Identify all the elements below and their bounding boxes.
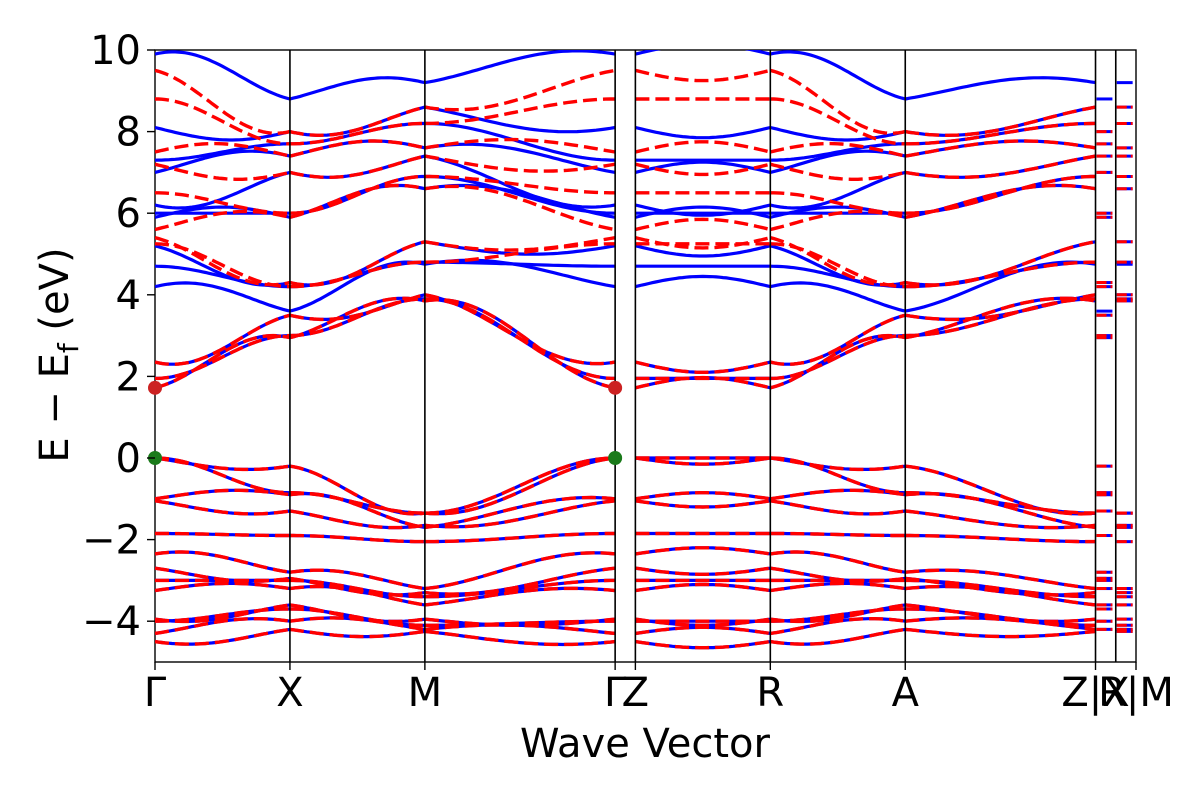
valence-band-down <box>155 627 1096 650</box>
plot-frame <box>154 49 1137 663</box>
y-tick-label: −4 <box>82 599 141 645</box>
conduction-band-up <box>155 50 1096 101</box>
y-tick-label: 0 <box>116 436 141 482</box>
x-axis-ticks: Γ X M ΓZ R A Z|XR|M <box>144 662 1174 716</box>
spin-down-bands <box>155 68 1133 650</box>
conduction-band-up <box>155 296 1096 390</box>
conduction-band-down-extra <box>155 242 1096 289</box>
x-tick-label: X <box>276 670 303 716</box>
vbm-marker <box>608 451 623 465</box>
valence-band-down <box>155 531 1096 544</box>
conduction-band-down-extra <box>155 236 1096 287</box>
valence-band-down <box>155 488 1096 530</box>
x-tick-label: M <box>408 670 443 716</box>
valence-band-down <box>155 499 1096 530</box>
x-tick-label: R|M <box>1098 670 1174 716</box>
valence-band-up <box>155 499 1096 530</box>
y-axis-label-subscript: f <box>52 342 85 353</box>
valence-band-down <box>155 607 1096 627</box>
conduction-band-down <box>155 296 1096 390</box>
x-tick-label: Z|X <box>1061 670 1129 716</box>
x-tick-label: A <box>892 670 920 716</box>
y-axis-label: E − Ef (eV) <box>32 247 85 462</box>
conduction-band-up <box>155 240 1096 287</box>
cbm-marker <box>608 380 623 395</box>
valence-band-down <box>155 616 1096 636</box>
x-tick-label: Z <box>622 670 649 716</box>
y-tick-label: 8 <box>116 110 141 156</box>
valence-band-up <box>155 627 1096 650</box>
conduction-band-down-extra <box>155 174 1096 215</box>
valence-band-down <box>155 456 1096 516</box>
x-tick-label: Γ <box>604 670 627 716</box>
x-tick-label: R <box>756 670 784 716</box>
y-tick-label: 2 <box>116 354 141 400</box>
conduction-band-down-extra <box>155 137 1096 158</box>
cbm-marker <box>148 380 162 395</box>
plot-area <box>154 49 1137 663</box>
y-tick-label: 6 <box>116 191 141 237</box>
y-axis-ticks: −4 −2 0 2 4 6 8 10 <box>82 28 155 645</box>
y-tick-label: 4 <box>116 273 141 319</box>
valence-band-down <box>155 456 1096 515</box>
y-axis-label-unit: (eV) <box>32 247 78 343</box>
x-axis-label: Wave Vector <box>520 721 771 767</box>
conduction-band-down <box>155 293 1096 374</box>
valence-band-down <box>155 578 1096 599</box>
y-tick-label: −2 <box>82 518 141 564</box>
conduction-band-down-extra <box>155 68 1096 137</box>
band-edge-markers <box>148 380 623 465</box>
y-tick-label: 10 <box>90 28 141 74</box>
k-point-divider-lines <box>289 50 1117 662</box>
x-tick-label: Γ <box>144 670 167 716</box>
conduction-band-down-extra <box>155 154 1096 181</box>
conduction-band-up <box>155 293 1096 374</box>
valence-band-down <box>155 581 1096 607</box>
conduction-band-down-extra <box>155 97 1096 146</box>
conduction-band-down-extra <box>155 183 1096 232</box>
valence-band-down <box>155 546 1096 591</box>
y-axis-label-main: E − E <box>32 353 78 463</box>
